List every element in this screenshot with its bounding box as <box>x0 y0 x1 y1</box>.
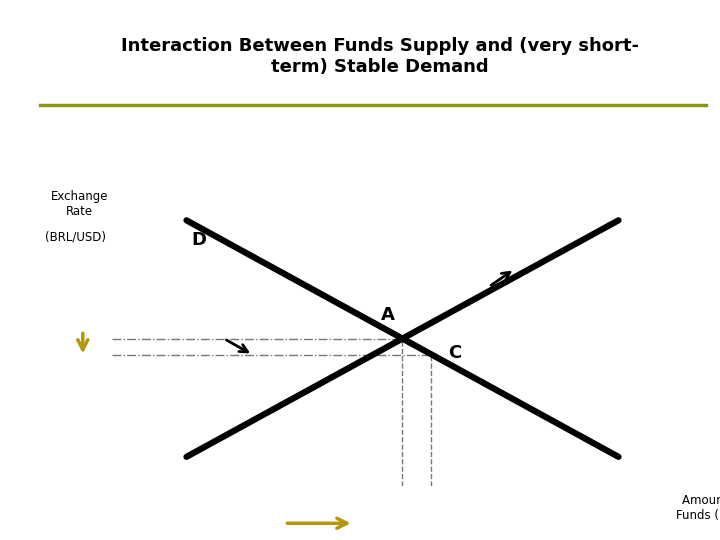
Text: Exchange
Rate: Exchange Rate <box>50 190 108 218</box>
Text: C: C <box>449 344 462 362</box>
Text: (BRL/USD): (BRL/USD) <box>45 230 106 243</box>
Text: A: A <box>381 306 395 324</box>
Text: Amount of
Funds (USD): Amount of Funds (USD) <box>677 494 720 522</box>
Text: D: D <box>192 232 207 249</box>
Text: Interaction Between Funds Supply and (very short-
term) Stable Demand: Interaction Between Funds Supply and (ve… <box>121 37 639 76</box>
